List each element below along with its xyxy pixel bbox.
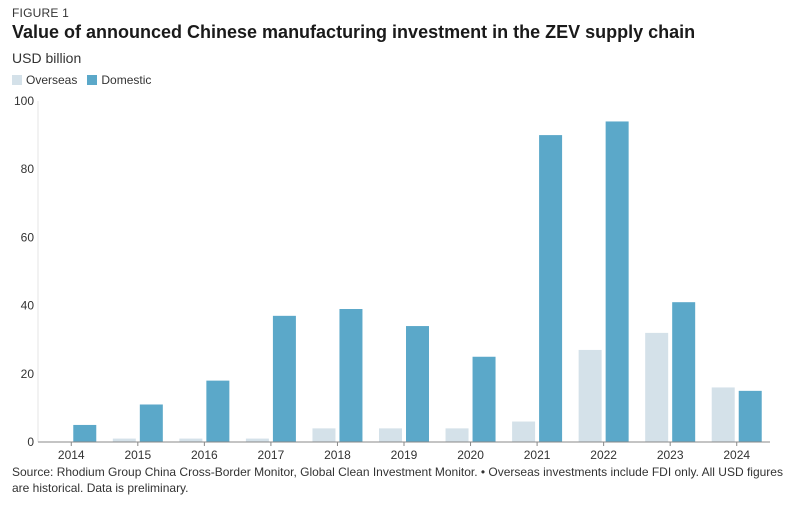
bar-domestic-2020 [472, 356, 496, 442]
bar-overseas-2021 [512, 421, 536, 442]
legend-swatch-overseas [12, 75, 22, 85]
bar-overseas-2020 [445, 428, 469, 442]
bar-domestic-2014 [73, 424, 97, 442]
bar-domestic-2024 [738, 390, 762, 442]
legend-swatch-domestic [87, 75, 98, 85]
source-note: Source: Rhodium Group China Cross-Border… [12, 465, 783, 495]
x-tick-label-2021: 2021 [524, 448, 551, 462]
figure-label: FIGURE 1 [12, 6, 69, 20]
y-tick-label-0: 0 [27, 435, 34, 449]
bar-overseas-2024 [711, 387, 735, 442]
bar-overseas-2015 [112, 438, 136, 442]
x-tick-label-2019: 2019 [391, 448, 418, 462]
bar-domestic-2022 [605, 121, 629, 443]
bar-overseas-2018 [312, 428, 336, 442]
legend: Overseas Domestic [12, 73, 161, 87]
chart-title: Value of announced Chinese manufacturing… [12, 22, 696, 42]
x-tick-label-2023: 2023 [657, 448, 684, 462]
y-tick-label-100: 100 [14, 94, 34, 108]
bar-domestic-2018 [339, 309, 363, 442]
bar-domestic-2016 [206, 380, 230, 442]
x-tick-label-2014: 2014 [58, 448, 85, 462]
bar-chart: 0 20 40 60 80 100 2014 2015 2016 2017 2018 2019 2020… [14, 94, 770, 462]
bar-domestic-2017 [272, 315, 296, 442]
bar-domestic-2023 [672, 302, 696, 442]
bar-domestic-2021 [539, 135, 563, 442]
x-tick-label-2017: 2017 [258, 448, 285, 462]
x-tick-label-2022: 2022 [590, 448, 617, 462]
bar-overseas-2023 [645, 332, 669, 442]
y-tick-label-60: 60 [21, 230, 35, 244]
bar-overseas-2019 [379, 428, 402, 442]
bar-overseas-2017 [245, 438, 269, 442]
bar-overseas-2016 [179, 438, 203, 442]
legend-label-domestic: Domestic [101, 73, 152, 87]
y-tick-label-40: 40 [21, 299, 35, 313]
bar-domestic-2015 [139, 404, 163, 442]
y-tick-label-80: 80 [21, 162, 35, 176]
legend-label-overseas: Overseas [26, 73, 78, 87]
x-tick-label-2018: 2018 [324, 448, 351, 462]
x-tick-label-2020: 2020 [457, 448, 484, 462]
legend-item-overseas: Overseas [12, 73, 77, 87]
bar-domestic-2019 [406, 326, 429, 442]
x-tick-label-2016: 2016 [191, 448, 218, 462]
y-axis-unit-label: USD billion [12, 50, 82, 66]
x-tick-label-2024: 2024 [723, 448, 750, 462]
x-tick-label-2015: 2015 [124, 448, 151, 462]
y-tick-label-20: 20 [21, 367, 35, 381]
legend-item-domestic: Domestic [87, 73, 151, 87]
bar-overseas-2022 [578, 349, 602, 442]
